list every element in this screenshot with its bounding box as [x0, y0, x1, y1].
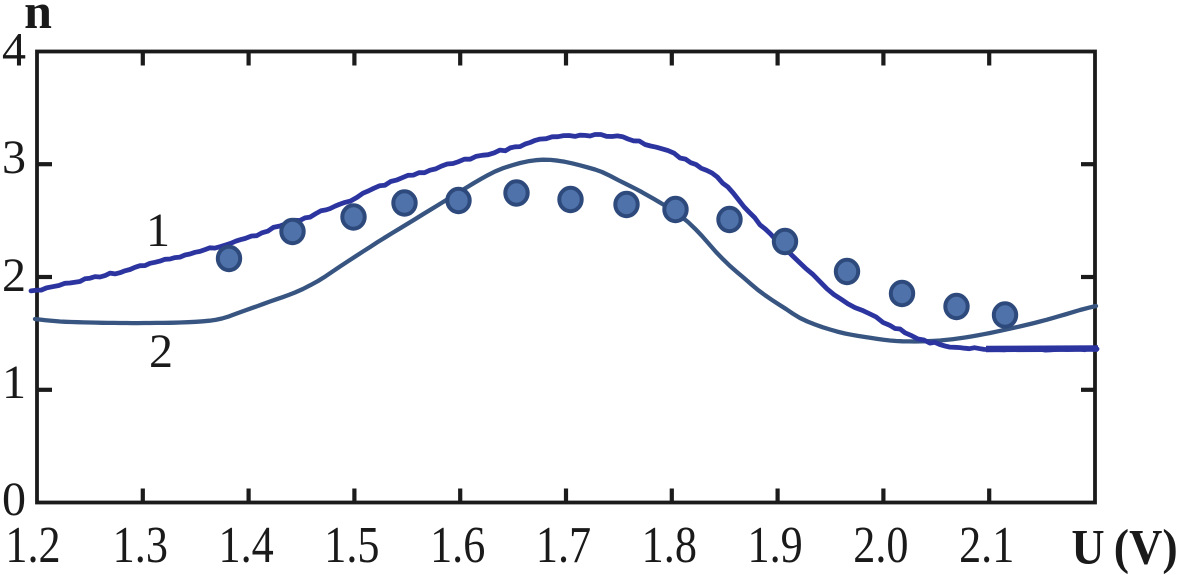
svg-text:1: 1 [146, 204, 170, 257]
svg-text:2: 2 [2, 249, 26, 302]
svg-text:1.3: 1.3 [113, 517, 168, 574]
svg-text:n: n [24, 0, 52, 39]
svg-text:1: 1 [2, 356, 26, 409]
svg-text:2: 2 [149, 325, 173, 378]
svg-text:1.7: 1.7 [536, 517, 591, 574]
svg-text:1.5: 1.5 [324, 517, 379, 574]
svg-text:3: 3 [2, 131, 26, 184]
svg-text:1.9: 1.9 [747, 517, 802, 574]
svg-text:4: 4 [2, 24, 26, 77]
svg-text:0: 0 [2, 473, 26, 526]
svg-text:1.4: 1.4 [218, 517, 273, 574]
svg-text:U (V): U (V) [1071, 520, 1177, 575]
svg-text:1.2: 1.2 [5, 517, 60, 574]
svg-text:1.8: 1.8 [642, 517, 697, 574]
svg-text:2.0: 2.0 [853, 517, 908, 574]
svg-text:1.6: 1.6 [430, 517, 485, 574]
svg-text:2.1: 2.1 [959, 517, 1014, 574]
